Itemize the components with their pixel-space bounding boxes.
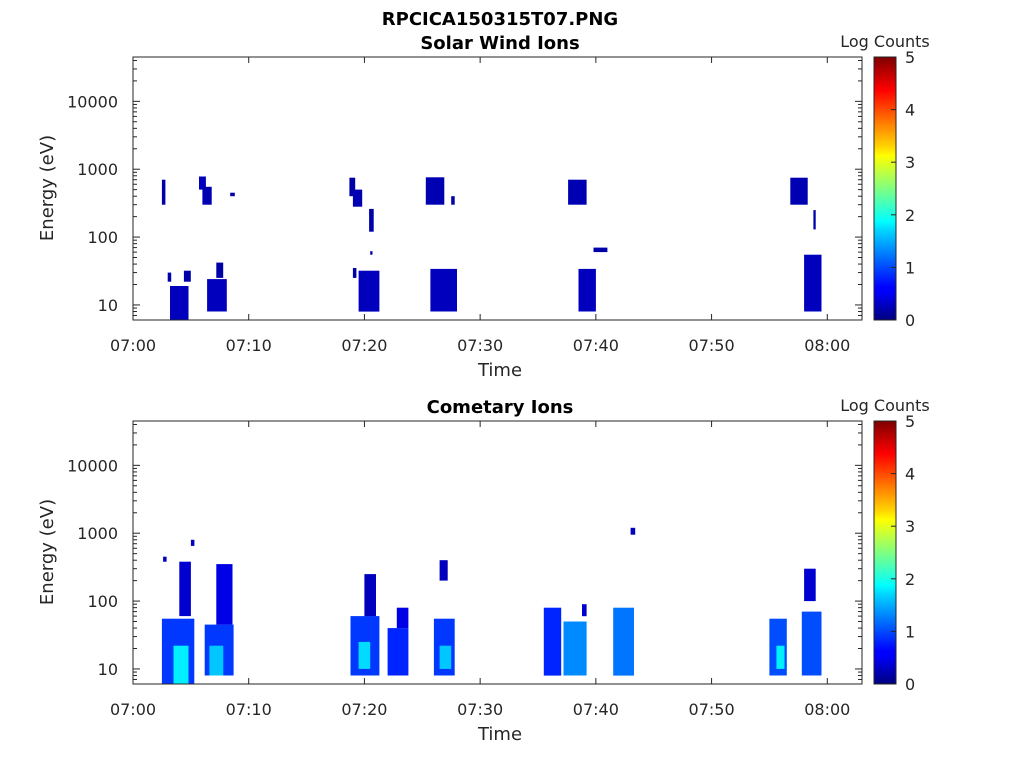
heatmap-cell: [593, 247, 608, 253]
heatmap-cell: [582, 604, 587, 617]
panel-title: Solar Wind Ions: [420, 33, 579, 54]
heatmap-cell: [364, 574, 376, 617]
y-tick-label: 100: [87, 592, 118, 611]
heatmap-cell: [161, 179, 166, 205]
colorbar-tick-label: 0: [905, 675, 915, 694]
heatmap-cell: [568, 179, 587, 205]
heatmap-cell: [776, 645, 785, 669]
heatmap-cell: [216, 262, 224, 278]
figure-title: RPCICA150315T07.PNG: [382, 9, 618, 30]
heatmap-cell: [190, 539, 195, 546]
y-tick-label: 1000: [77, 524, 118, 543]
heatmap-cell: [387, 628, 409, 676]
x-tick-label: 07:40: [573, 336, 619, 355]
colorbar-label: Log Counts: [840, 32, 930, 51]
plot-frame: [132, 420, 863, 685]
x-axis-label: Time: [477, 360, 522, 381]
x-tick-label: 07:20: [341, 336, 387, 355]
colorbar-tick-label: 2: [905, 206, 915, 225]
x-tick-label: 07:10: [226, 336, 272, 355]
heatmap-cell: [173, 645, 189, 684]
heatmap-cell: [170, 286, 189, 320]
x-tick-label: 07:20: [341, 700, 387, 719]
heatmap-cell: [202, 186, 212, 205]
heatmap-cell: [358, 270, 380, 312]
heatmap-cell: [167, 272, 172, 282]
x-tick-label: 07:50: [689, 336, 735, 355]
heatmap-cell: [425, 177, 445, 205]
y-tick-label: 10000: [67, 92, 118, 111]
colorbar: [873, 420, 897, 685]
heatmap-cell: [543, 607, 562, 676]
heatmap-cell: [370, 251, 373, 255]
solar-wind-panel: Solar Wind Ions Log Counts Energy (eV) T…: [37, 32, 930, 381]
heatmap-cell: [790, 177, 808, 205]
x-tick-label: 07:50: [689, 700, 735, 719]
heatmap-cell: [439, 560, 448, 581]
x-tick-label: 07:00: [110, 336, 156, 355]
cometary-panel: Cometary Ions Log Counts Energy (eV) Tim…: [37, 396, 930, 745]
heatmap-cell: [199, 176, 206, 190]
colorbar-tick-label: 0: [905, 311, 915, 330]
colorbar-tick-label: 3: [905, 153, 915, 172]
colorbar-tick-label: 5: [905, 48, 915, 67]
colorbar-label: Log Counts: [840, 396, 930, 415]
heatmap-cell: [804, 568, 816, 602]
heatmap-cell: [352, 189, 363, 207]
heatmap-cell: [358, 641, 371, 669]
heatmap-cell: [563, 621, 587, 676]
heatmap-cell: [613, 607, 634, 676]
panel-title: Cometary Ions: [427, 397, 574, 418]
x-tick-label: 07:30: [457, 700, 503, 719]
y-axis-label: Energy (eV): [37, 499, 58, 605]
heatmap-cell: [439, 645, 452, 669]
colorbar-tick-label: 2: [905, 570, 915, 589]
heatmap-cell: [813, 210, 816, 230]
heatmap-cell: [209, 645, 224, 676]
x-tick-label: 07:40: [573, 700, 619, 719]
heatmap-cell: [179, 561, 191, 617]
x-tick-label: 08:00: [804, 700, 850, 719]
x-axis-label: Time: [477, 724, 522, 745]
heatmap-cell: [801, 611, 822, 676]
plot-frame: [132, 56, 863, 321]
x-tick-label: 08:00: [804, 336, 850, 355]
x-tick-label: 07:10: [226, 700, 272, 719]
heatmap-cell: [430, 268, 457, 312]
heatmap-cell: [349, 177, 356, 197]
heatmap-cell: [183, 270, 191, 282]
x-tick-label: 07:00: [110, 700, 156, 719]
heatmap-cell: [216, 564, 233, 625]
heatmap-cell: [163, 556, 167, 562]
heatmap-cell: [207, 279, 227, 312]
y-tick-label: 10: [98, 296, 118, 315]
heatmap-cell: [352, 268, 357, 278]
y-axis-label: Energy (eV): [37, 135, 58, 241]
colorbar-tick-label: 4: [905, 465, 915, 484]
colorbar: [873, 56, 897, 321]
colorbar-tick-label: 1: [905, 258, 915, 277]
colorbar-tick-label: 4: [905, 101, 915, 120]
y-tick-label: 1000: [77, 160, 118, 179]
heatmap-cell: [578, 268, 596, 312]
x-tick-label: 07:30: [457, 336, 503, 355]
heatmap-cell: [230, 192, 235, 197]
colorbar-tick-label: 5: [905, 412, 915, 431]
heatmap-cell: [804, 254, 822, 312]
colorbar-tick-label: 1: [905, 622, 915, 641]
y-tick-label: 100: [87, 228, 118, 247]
heatmap-cell: [369, 208, 374, 232]
heatmap-cell: [630, 527, 636, 535]
y-tick-label: 10000: [67, 456, 118, 475]
heatmap-cell: [451, 196, 455, 205]
heatmap-cell: [396, 607, 409, 629]
y-tick-label: 10: [98, 660, 118, 679]
colorbar-tick-label: 3: [905, 517, 915, 536]
